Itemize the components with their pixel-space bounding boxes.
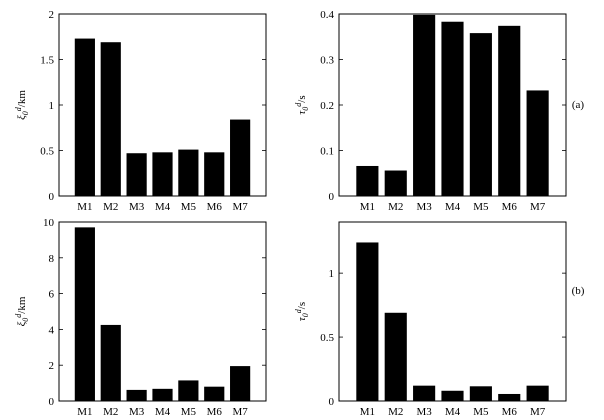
y-axis-label-a-left: ξ0d/km <box>14 90 30 120</box>
x-tick-label-b-right-m4: M4 <box>445 406 461 418</box>
x-tick-label-b-left-m3: M3 <box>129 406 145 418</box>
axes-frame-b-left <box>58 221 267 402</box>
x-tick-label-b-left-m7: M7 <box>232 406 248 418</box>
x-tick-label-b-left-m4: M4 <box>155 406 171 418</box>
x-tick-label-a-right-m3: M3 <box>416 201 432 213</box>
x-tick-label-b-right-m5: M5 <box>473 406 489 418</box>
panel-b-right: M1 M2 M3 M4 M5 M6 M7 0 0.5 1 τ0d/s <box>294 221 567 418</box>
bar-b-left-m7 <box>230 366 251 401</box>
y-tick-label-b-left-3: 6 <box>49 289 55 301</box>
y-tick-label-a-right-4: 0.4 <box>320 9 334 21</box>
bar-a-left-m4 <box>152 152 173 196</box>
y-tick-label-b-left-2: 4 <box>49 324 55 336</box>
bar-a-right-m6 <box>498 25 521 196</box>
y-tick-label-a-left-1: 0.5 <box>40 146 54 158</box>
y-axis-label-b-right: τ0d/s <box>294 302 310 321</box>
x-tick-label-a-left-m4: M4 <box>155 201 171 213</box>
y-axis-label-b-left: ξ0d/km <box>14 296 30 326</box>
x-tick-label-a-left-m2: M2 <box>103 201 118 213</box>
y-tick-label-a-left-3: 1.5 <box>40 55 54 67</box>
y-tick-label-b-left-0: 0 <box>49 396 55 408</box>
y-tick-label-b-left-4: 8 <box>49 253 55 265</box>
x-tick-label-a-left-m6: M6 <box>207 201 223 213</box>
y-tick-label-b-right-2: 1 <box>329 268 335 280</box>
x-tick-label-b-left-m1: M1 <box>77 406 92 418</box>
y-tick-label-a-right-2: 0.2 <box>320 100 334 112</box>
x-tick-label-b-left-m6: M6 <box>207 406 223 418</box>
panel-a-right: M1 M2 M3 M4 M5 M6 M7 0 0.1 0.2 0.3 0.4 τ0d/s <box>294 9 567 213</box>
bar-b-right-m1 <box>356 242 379 401</box>
y-tick-label-a-right-1: 0.1 <box>320 146 334 158</box>
bar-a-left-m7 <box>230 119 251 196</box>
x-tick-label-b-left-m2: M2 <box>103 406 118 418</box>
y-tick-label-b-right-1: 0.5 <box>320 332 334 344</box>
x-tick-label-a-left-m3: M3 <box>129 201 145 213</box>
bar-a-left-m3 <box>126 153 147 196</box>
y-axis-label-a-right: τ0d/s <box>294 95 310 114</box>
y-tick-label-a-right-0: 0 <box>329 191 335 203</box>
y-tick-label-b-left-1: 2 <box>49 360 55 372</box>
bar-b-left-m5 <box>178 380 199 401</box>
bar-b-left-m2 <box>100 324 121 401</box>
y-tick-label-a-left-0: 0 <box>49 191 55 203</box>
bar-a-right-m4 <box>441 21 464 197</box>
x-tick-label-b-right-m7: M7 <box>530 406 546 418</box>
x-tick-label-a-right-m6: M6 <box>502 201 518 213</box>
y-tick-label-a-left-2: 1 <box>49 100 55 112</box>
x-tick-label-b-left-m5: M5 <box>181 406 197 418</box>
x-tick-label-a-right-m2: M2 <box>388 201 403 213</box>
bar-b-left-m4 <box>152 388 173 401</box>
y-tick-label-a-left-4: 2 <box>49 9 55 21</box>
y-tick-label-a-right-3: 0.3 <box>320 55 334 67</box>
x-tick-label-a-right-m5: M5 <box>473 201 489 213</box>
bar-a-right-m2 <box>384 170 407 196</box>
bar-a-right-m1 <box>356 165 379 196</box>
bar-a-left-m2 <box>100 42 121 197</box>
x-tick-label-a-left-m7: M7 <box>232 201 248 213</box>
bar-a-left-m6 <box>204 152 225 196</box>
bar-b-left-m1 <box>74 227 95 401</box>
x-tick-label-b-right-m3: M3 <box>416 406 432 418</box>
bar-b-right-m3 <box>413 385 436 401</box>
x-tick-label-a-right-m7: M7 <box>530 201 546 213</box>
bar-b-left-m3 <box>126 389 147 401</box>
panel-b-left: M1 M2 M3 M4 M5 M6 M7 0 2 4 6 8 10 ξ0d/km <box>14 217 267 418</box>
row-label-a: (a) <box>572 99 585 111</box>
x-tick-label-b-right-m1: M1 <box>360 406 375 418</box>
bar-a-right-m5 <box>469 33 492 196</box>
x-tick-label-a-left-m1: M1 <box>77 201 92 213</box>
axes-frame-b-right <box>338 221 567 402</box>
y-tick-label-b-right-0: 0 <box>329 396 335 408</box>
x-tick-label-a-left-m5: M5 <box>181 201 197 213</box>
bar-b-right-m5 <box>469 386 492 401</box>
bar-b-right-m6 <box>498 393 521 401</box>
bar-a-left-m5 <box>178 149 199 196</box>
y-tick-label-b-left-5: 10 <box>43 217 55 229</box>
bar-b-left-m6 <box>204 386 225 401</box>
bar-a-right-m7 <box>526 90 549 196</box>
bar-b-right-m7 <box>526 385 549 401</box>
row-label-b: (b) <box>572 285 585 297</box>
bar-a-right-m3 <box>413 14 436 196</box>
bar-b-right-m2 <box>384 312 407 401</box>
bar-a-left-m1 <box>74 38 95 196</box>
x-tick-label-a-right-m1: M1 <box>360 201 375 213</box>
x-tick-label-a-right-m4: M4 <box>445 201 461 213</box>
bar-b-right-m4 <box>441 390 464 401</box>
panel-a-left: M1 M2 M3 M4 M5 M6 M7 0 0.5 1 1.5 2 ξ0d/km <box>14 9 267 213</box>
x-tick-label-b-right-m2: M2 <box>388 406 403 418</box>
x-tick-label-b-right-m6: M6 <box>502 406 518 418</box>
